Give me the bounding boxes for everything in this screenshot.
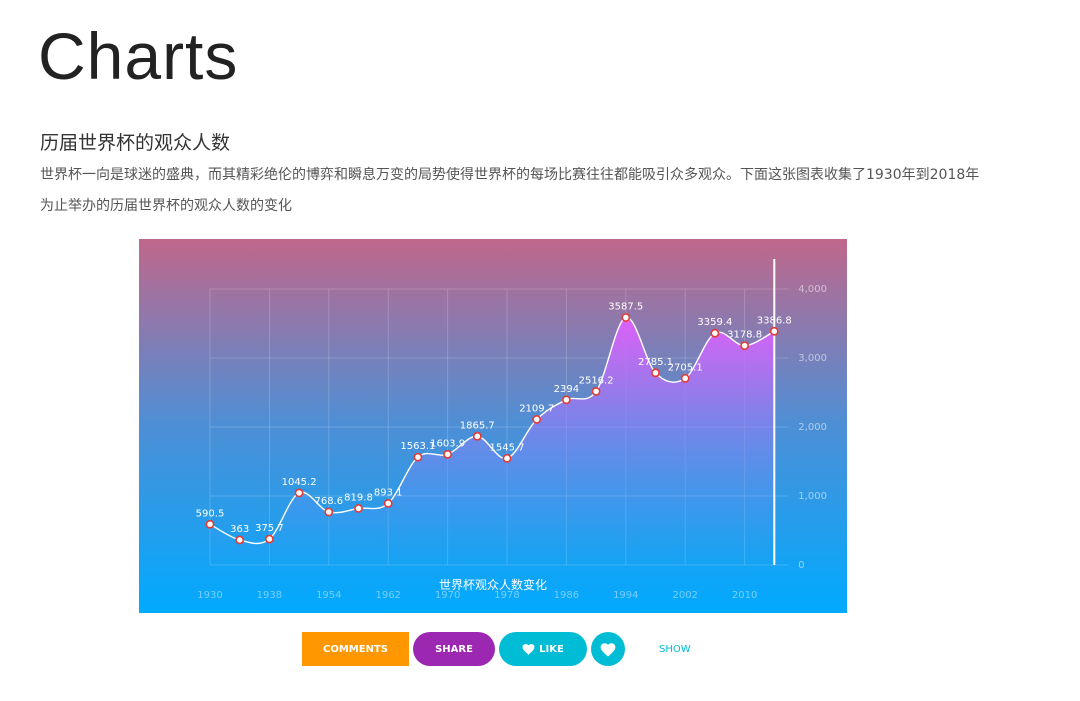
x-tick-label: 2002 — [672, 590, 697, 601]
data-point — [591, 386, 601, 396]
data-label: 3587.5 — [608, 301, 643, 312]
page-title: Charts — [38, 19, 239, 93]
data-point — [205, 519, 215, 529]
attendance-chart: 590.5 363 375.7 1045.2 768.6 819.8 893.1 1563.1… — [139, 239, 847, 613]
data-point — [324, 507, 334, 517]
x-tick-label: 2010 — [732, 590, 757, 601]
data-labels: 590.5 363 375.7 1045.2 768.6 819.8 893.1 1563.1… — [196, 301, 792, 534]
data-point — [769, 326, 779, 336]
data-label: 363 — [230, 524, 249, 535]
data-point — [294, 488, 304, 498]
data-label: 1563.1 — [400, 441, 435, 452]
x-tick-label: 1930 — [197, 590, 222, 601]
data-label: 2785.1 — [638, 357, 673, 368]
series-points — [205, 313, 779, 545]
article-description: 世界杯一向是球迷的盛典，而其精彩绝伦的博弈和瞬息万变的局势使得世界杯的每场比赛往… — [40, 167, 980, 214]
data-point — [443, 449, 452, 459]
data-point — [680, 373, 690, 383]
data-point — [651, 368, 660, 378]
data-label: 768.6 — [314, 496, 343, 507]
favorite-button[interactable] — [591, 632, 625, 666]
y-tick-label: 2,000 — [798, 422, 827, 433]
data-label: 3386.8 — [757, 315, 792, 326]
data-label: 893.1 — [374, 487, 403, 498]
show-button[interactable]: SHOW — [653, 632, 697, 666]
x-tick-label: 1994 — [613, 590, 638, 601]
x-tick-label: 1954 — [316, 590, 341, 601]
data-label: 3359.4 — [697, 317, 732, 328]
y-axis-ticks: 0 1,000 2,000 3,000 4,000 — [798, 284, 827, 571]
data-label: 2705.1 — [668, 362, 703, 373]
data-point — [502, 453, 512, 463]
data-point — [264, 534, 274, 544]
data-label: 2109.7 — [519, 403, 554, 414]
data-point — [472, 431, 482, 441]
share-button[interactable]: SHARE — [413, 632, 495, 666]
y-tick-label: 0 — [798, 560, 804, 571]
data-label: 819.8 — [344, 492, 373, 503]
like-button-label: LIKE — [539, 643, 564, 655]
data-label: 1545.7 — [490, 442, 525, 453]
data-point — [532, 415, 542, 424]
chart-title: 世界杯观众人数变化 — [439, 577, 547, 592]
data-point — [413, 452, 423, 462]
data-point — [561, 395, 571, 405]
chart-container: 590.5 363 375.7 1045.2 768.6 819.8 893.1 1563.1… — [139, 239, 847, 613]
x-axis-ticks: 1930 1938 1954 1962 1970 1978 1986 1994 2002 2010 — [197, 590, 757, 601]
article-title: 历届世界杯的观众人数 — [40, 132, 231, 154]
data-point — [354, 504, 363, 513]
data-label: 375.7 — [255, 523, 284, 534]
data-point — [383, 498, 393, 508]
y-tick-label: 4,000 — [798, 284, 827, 295]
data-label: 1603.9 — [430, 438, 465, 449]
heart-icon — [522, 643, 535, 655]
data-label: 3178.8 — [727, 330, 762, 341]
data-label: 1045.2 — [282, 477, 317, 488]
data-label: 2394 — [554, 384, 579, 395]
x-tick-label: 1938 — [257, 590, 282, 601]
data-label: 590.5 — [196, 508, 225, 519]
data-label: 2516.2 — [579, 375, 614, 386]
data-point — [235, 535, 245, 545]
comments-button[interactable]: COMMENTS — [302, 632, 409, 666]
y-tick-label: 3,000 — [798, 353, 827, 364]
x-tick-label: 1970 — [435, 590, 460, 601]
x-tick-label: 1962 — [375, 590, 400, 601]
y-tick-label: 1,000 — [798, 491, 827, 502]
x-tick-label: 1986 — [554, 590, 579, 601]
heart-icon — [600, 642, 616, 656]
like-button[interactable]: LIKE — [499, 632, 587, 666]
series-area — [210, 317, 775, 565]
data-point — [710, 328, 720, 338]
data-point — [740, 341, 749, 351]
action-bar: COMMENTS SHARE LIKE SHOW — [302, 632, 701, 666]
x-tick-label: 1978 — [494, 590, 519, 601]
data-point — [621, 313, 631, 322]
data-label: 1865.7 — [460, 420, 495, 431]
